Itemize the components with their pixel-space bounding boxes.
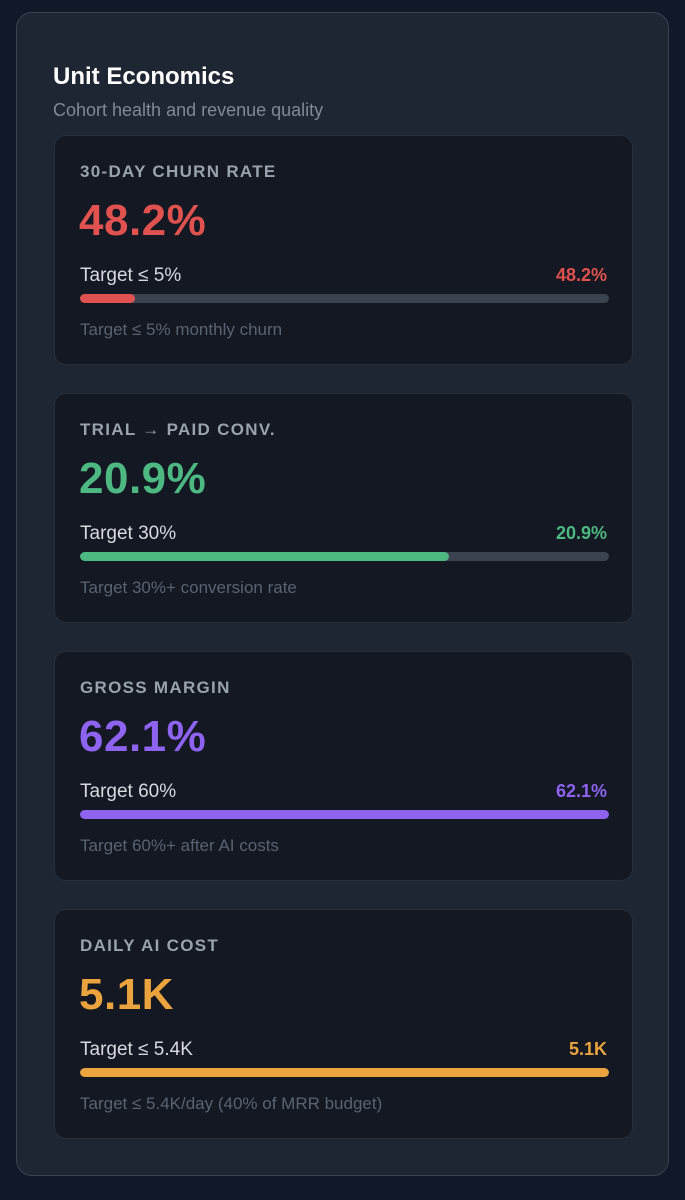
metric-note: Target ≤ 5.4K/day (40% of MRR budget) bbox=[80, 1094, 383, 1113]
metric-card-daily-ai-cost: DAILY AI COST 5.1K Target ≤ 5.4K 5.1K Ta… bbox=[54, 909, 633, 1139]
unit-economics-panel: Unit Economics Cohort health and revenue… bbox=[16, 12, 669, 1176]
metric-card-gross-margin: GROSS MARGIN 62.1% Target 60% 62.1% Targ… bbox=[54, 651, 633, 881]
metric-note: Target 30%+ conversion rate bbox=[80, 578, 297, 597]
metric-label: TRIAL → PAID CONV. bbox=[80, 420, 276, 439]
panel-subtitle: Cohort health and revenue quality bbox=[53, 100, 324, 120]
progress-track bbox=[80, 552, 609, 561]
metric-current-value: 62.1% bbox=[555, 781, 607, 801]
metric-label: DAILY AI COST bbox=[80, 936, 220, 955]
progress-fill bbox=[80, 810, 609, 819]
metric-current-value: 48.2% bbox=[555, 265, 607, 285]
metric-value: 48.2% bbox=[79, 196, 207, 245]
metric-card-churn: 30-DAY CHURN RATE 48.2% Target ≤ 5% 48.2… bbox=[54, 135, 633, 365]
metric-note: Target 60%+ after AI costs bbox=[80, 836, 279, 855]
progress-track bbox=[80, 810, 609, 819]
metric-target: Target ≤ 5% bbox=[80, 265, 182, 286]
progress-fill bbox=[80, 552, 449, 561]
progress-track bbox=[80, 294, 609, 303]
metric-value: 5.1K bbox=[79, 970, 174, 1019]
progress-fill bbox=[80, 1068, 609, 1077]
metric-current-value: 20.9% bbox=[555, 523, 607, 543]
progress-track bbox=[80, 1068, 609, 1077]
metric-note: Target ≤ 5% monthly churn bbox=[80, 320, 283, 339]
metric-label: GROSS MARGIN bbox=[80, 678, 231, 697]
metric-card-trial-conversion: TRIAL → PAID CONV. 20.9% Target 30% 20.9… bbox=[54, 393, 633, 623]
progress-fill bbox=[80, 294, 136, 303]
panel-title: Unit Economics bbox=[53, 63, 235, 90]
metric-target: Target 60% bbox=[80, 781, 177, 802]
metric-current-value: 5.1K bbox=[568, 1039, 607, 1059]
metric-label: 30-DAY CHURN RATE bbox=[80, 162, 277, 181]
metric-target: Target ≤ 5.4K bbox=[80, 1039, 193, 1060]
metric-target: Target 30% bbox=[80, 523, 177, 544]
metric-value: 62.1% bbox=[79, 712, 207, 761]
metric-value: 20.9% bbox=[79, 454, 207, 503]
